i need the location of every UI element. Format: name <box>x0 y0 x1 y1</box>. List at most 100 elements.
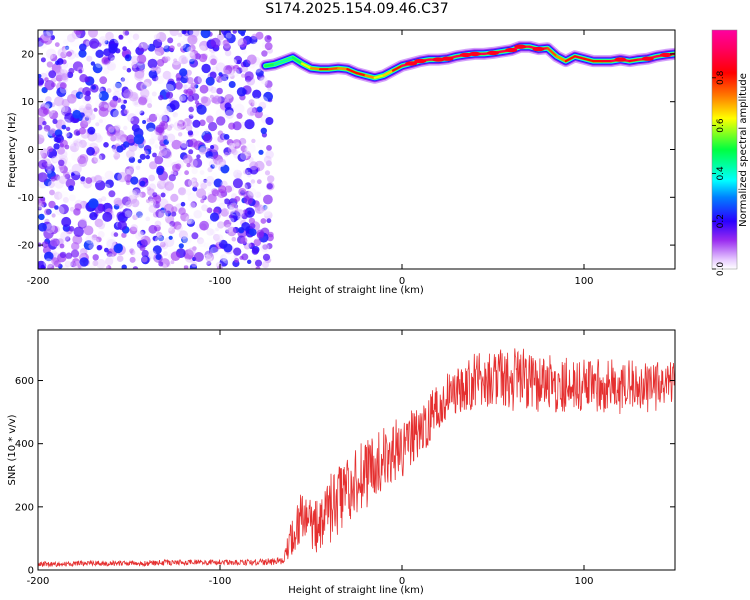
heatmap-cell <box>38 197 46 207</box>
heatmap-ridge-peak <box>441 56 454 61</box>
heatmap-cell <box>65 236 71 242</box>
heatmap-cell <box>251 247 259 255</box>
colorbar: 0.0 0.2 0.4 0.6 0.8 Normalized spectral ampl… <box>711 29 749 276</box>
heatmap-cell <box>158 261 164 267</box>
heatmap-cell <box>38 260 47 269</box>
heatmap-cell <box>256 229 265 238</box>
heatmap-cell <box>45 96 52 103</box>
heatmap-cell <box>124 210 132 218</box>
heatmap-cell <box>226 139 234 146</box>
heatmap-cell <box>237 215 243 221</box>
heatmap-cell <box>46 161 52 167</box>
heatmap-cell <box>49 238 59 247</box>
heatmap-ridge-peak <box>459 52 472 58</box>
heatmap-cell <box>38 96 47 106</box>
heatmap-y-tick-label: -10 <box>18 193 34 204</box>
heatmap-cell <box>182 234 192 245</box>
heatmap-cell <box>155 209 165 218</box>
heatmap-cell <box>66 132 73 139</box>
heatmap-cell <box>70 145 77 152</box>
heatmap-cell <box>176 116 185 124</box>
heatmap-ridge-peak <box>432 57 445 62</box>
heatmap-cell <box>173 221 182 230</box>
heatmap-cell <box>131 192 136 197</box>
heatmap-cell <box>251 41 261 52</box>
heatmap-cell <box>233 55 243 65</box>
heatmap-cell <box>147 43 156 52</box>
heatmap-cell <box>246 171 253 178</box>
heatmap-cell <box>102 67 110 75</box>
heatmap-cell <box>61 98 70 108</box>
heatmap-cell <box>133 134 145 145</box>
heatmap-cell <box>199 45 206 53</box>
heatmap-cell <box>244 182 252 190</box>
heatmap-cell <box>216 87 223 95</box>
heatmap-cell <box>210 164 215 169</box>
heatmap-cell <box>152 192 158 198</box>
heatmap-cell <box>42 121 47 126</box>
heatmap-cell <box>70 249 80 258</box>
heatmap-cell <box>153 34 159 40</box>
heatmap-cell <box>91 85 96 90</box>
heatmap-cell <box>69 141 75 147</box>
heatmap-cell <box>43 228 54 239</box>
heatmap-cell <box>121 264 127 269</box>
heatmap-cell <box>177 32 183 38</box>
heatmap-cell <box>224 152 229 157</box>
heatmap-ridge-segment <box>355 71 367 77</box>
heatmap-cell <box>105 236 116 247</box>
heatmap-cell <box>122 141 130 148</box>
heatmap-cell <box>104 170 114 180</box>
heatmap-cell <box>130 55 139 64</box>
heatmap-cell <box>255 138 265 148</box>
heatmap-cell <box>229 73 235 79</box>
heatmap-cell <box>197 237 204 245</box>
heatmap-cell <box>79 93 85 99</box>
heatmap-cell <box>185 51 196 62</box>
heatmap-cell <box>81 115 92 125</box>
heatmap-ridge-segment <box>346 68 358 75</box>
heatmap-cell <box>62 264 69 269</box>
heatmap-cell <box>140 68 145 73</box>
heatmap-cell <box>38 172 48 183</box>
heatmap-cell <box>264 205 272 212</box>
heatmap-cell <box>203 133 213 143</box>
heatmap-ridge-peak <box>514 44 527 49</box>
snr-y-tick-label: 200 <box>15 502 34 513</box>
heatmap-cell <box>180 201 186 207</box>
heatmap-cell <box>251 107 258 114</box>
heatmap-cell <box>216 116 226 126</box>
heatmap-cell <box>234 103 245 115</box>
heatmap-cell <box>90 164 98 172</box>
heatmap-cell <box>261 50 268 57</box>
heatmap-cell <box>162 70 172 80</box>
snr-x-tick-label: 100 <box>574 576 593 587</box>
heatmap-cell <box>169 45 175 52</box>
heatmap-cell <box>86 220 91 226</box>
heatmap-cell <box>219 199 226 205</box>
heatmap-cell <box>166 124 173 131</box>
heatmap-cell <box>59 82 67 89</box>
heatmap-cell <box>163 139 169 145</box>
colorbar-tick-label: 0.4 <box>716 166 726 181</box>
heatmap-cell <box>120 77 126 82</box>
heatmap-cell <box>128 156 136 163</box>
heatmap-cell <box>236 112 243 119</box>
heatmap-cell <box>45 48 57 59</box>
heatmap-cell <box>54 179 64 189</box>
heatmap-cell <box>224 102 232 110</box>
heatmap-cell <box>95 60 103 69</box>
heatmap-cell <box>105 257 114 266</box>
heatmap-cell <box>66 62 73 69</box>
heatmap-cell <box>228 117 234 123</box>
heatmap-ridge-segment <box>328 67 340 71</box>
heatmap-cell <box>256 179 262 185</box>
heatmap-cell <box>248 188 257 196</box>
heatmap-cell <box>54 205 59 210</box>
heatmap-cell <box>229 168 237 176</box>
heatmap-cell <box>228 81 236 88</box>
heatmap-cell <box>236 209 245 218</box>
heatmap-cell <box>140 81 151 92</box>
heatmap-cell <box>232 59 237 64</box>
heatmap-cell <box>183 194 188 199</box>
